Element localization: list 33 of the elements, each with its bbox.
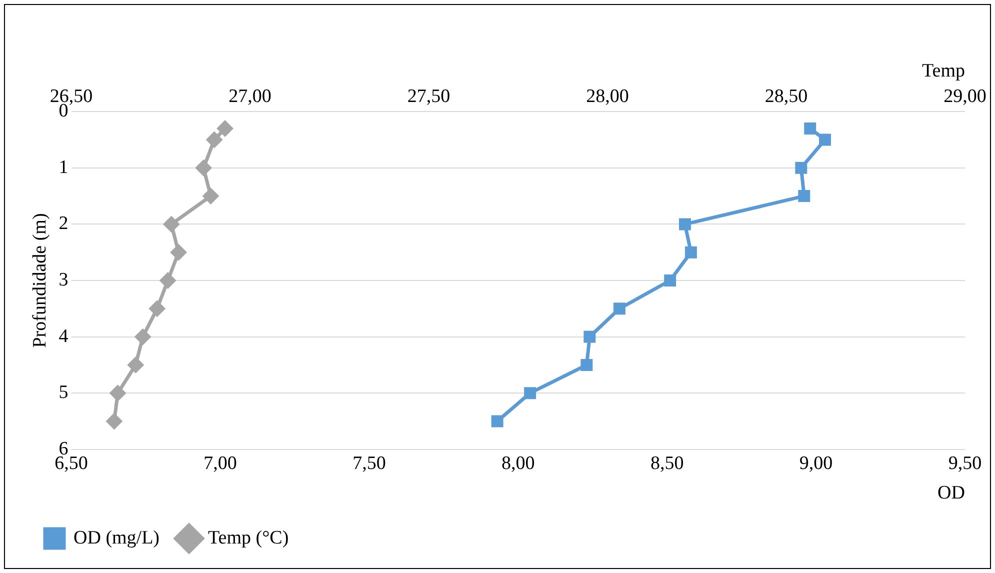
- point: [524, 387, 536, 400]
- x2-tick-label: 27,00: [228, 86, 272, 108]
- y-axis-title: Profundidade (m): [29, 213, 50, 348]
- y-tick-label: 3: [58, 269, 68, 290]
- point: [491, 415, 504, 428]
- point: [798, 190, 810, 202]
- point: [804, 122, 816, 134]
- point: [795, 162, 808, 174]
- point: [664, 274, 676, 286]
- x-tick-label: 9,00: [799, 452, 833, 474]
- legend-label: Temp (°C): [208, 527, 289, 548]
- y-tick-label: 2: [58, 213, 68, 234]
- x-axis-title: OD: [938, 482, 965, 504]
- x-tick-label: 7,50: [352, 452, 386, 474]
- legend-label: OD (mg/L): [74, 527, 160, 548]
- x-tick-label: 7,00: [204, 452, 237, 474]
- y-tick-label: 5: [58, 382, 68, 404]
- x-tick-label: 9,50: [948, 452, 982, 474]
- y-tick-label: 4: [58, 326, 69, 347]
- x2-tick-label: 28,00: [586, 86, 629, 108]
- point: [613, 302, 626, 315]
- x2-tick-label: 28,50: [764, 86, 808, 108]
- x2-tick-label: 29,00: [944, 86, 986, 108]
- x-tick-label: 8,50: [650, 452, 684, 474]
- x2-axis-title: Temp: [922, 60, 965, 82]
- point: [580, 358, 593, 371]
- point: [678, 218, 691, 230]
- point: [684, 246, 697, 258]
- x-tick-label: 8,00: [502, 452, 535, 474]
- y-tick-label: 1: [58, 156, 68, 178]
- x2-tick-label: 27,50: [407, 86, 450, 108]
- point: [818, 134, 831, 146]
- point: [584, 330, 596, 343]
